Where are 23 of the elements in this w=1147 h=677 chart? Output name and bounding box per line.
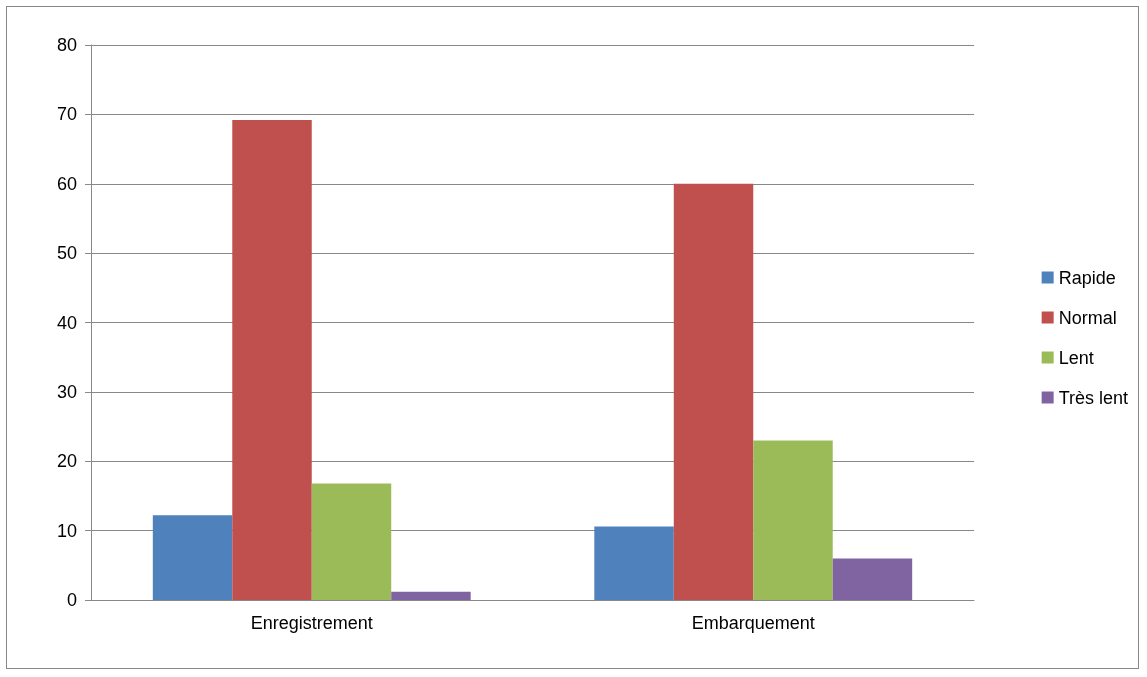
legend-label: Très lent	[1058, 387, 1128, 408]
y-tick-label: 30	[56, 381, 77, 402]
bar	[673, 183, 754, 600]
y-tick-label: 80	[56, 35, 77, 55]
bar	[311, 483, 392, 600]
x-tick-label: Embarquement	[691, 613, 815, 633]
y-tick-label: 70	[56, 104, 77, 125]
legend-label: Normal	[1058, 307, 1117, 328]
y-tick-label: 60	[56, 173, 77, 194]
legend-label: Rapide	[1058, 267, 1116, 288]
y-tick-label: 0	[66, 590, 77, 610]
bar	[832, 558, 913, 600]
legend-label: Lent	[1058, 347, 1094, 368]
bar	[391, 591, 471, 600]
x-tick-label: Enregistrement	[250, 613, 373, 633]
y-tick-label: 10	[56, 520, 77, 541]
bar	[753, 440, 833, 600]
y-tick-label: 40	[56, 312, 77, 333]
y-tick-label: 20	[56, 451, 77, 472]
bar	[594, 526, 674, 600]
bar	[152, 515, 233, 600]
bar	[232, 119, 312, 600]
y-tick-label: 50	[56, 243, 77, 264]
